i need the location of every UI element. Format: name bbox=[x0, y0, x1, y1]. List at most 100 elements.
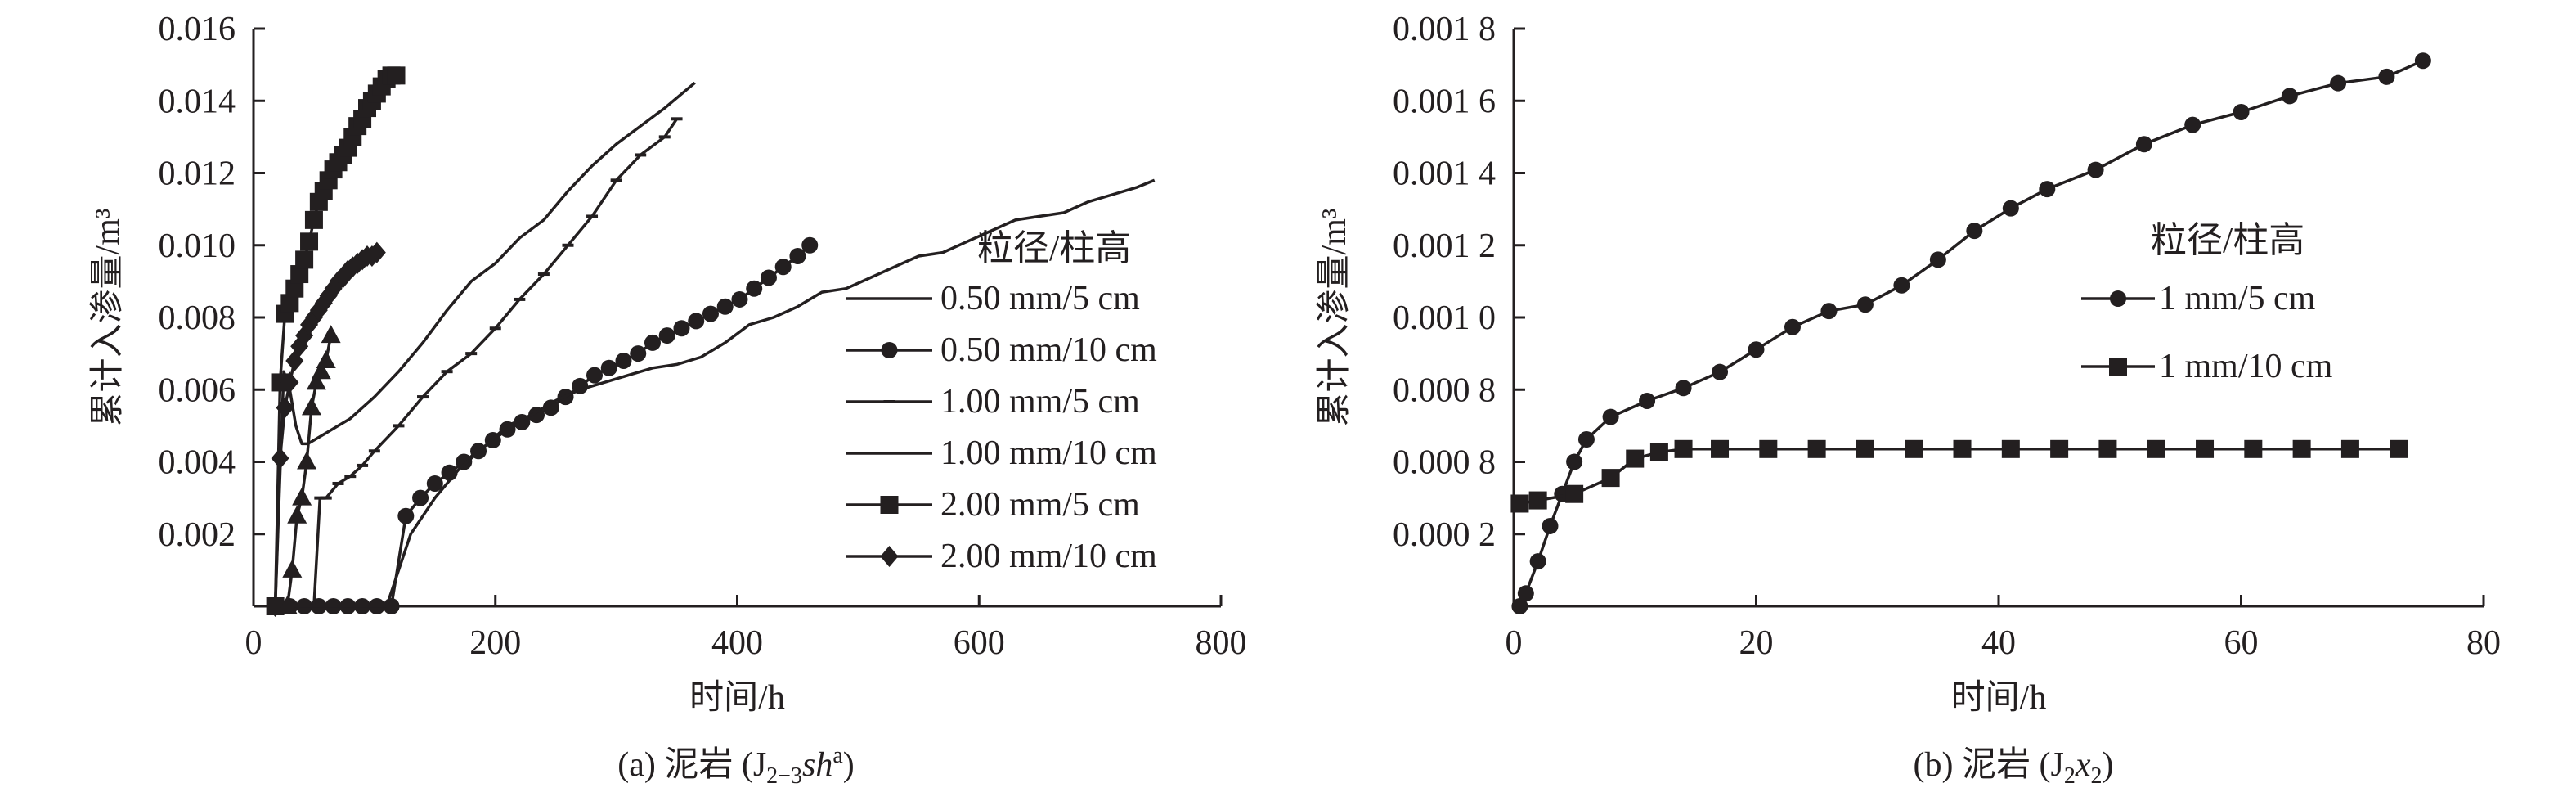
data-point bbox=[1529, 553, 1546, 570]
data-point bbox=[1639, 392, 1656, 409]
data-point bbox=[276, 397, 294, 419]
caption-part: ) bbox=[2102, 746, 2113, 784]
legend-title: 粒径/柱高 bbox=[977, 228, 1131, 268]
data-point bbox=[2233, 103, 2250, 120]
data-point bbox=[688, 313, 705, 330]
data-point bbox=[542, 399, 559, 416]
series-line bbox=[275, 178, 1156, 608]
x-tick-label: 40 bbox=[1981, 624, 2016, 662]
data-point bbox=[282, 559, 303, 578]
data-point bbox=[2098, 439, 2117, 458]
x-tick-label: 400 bbox=[711, 624, 763, 662]
caption-part: 2−3 bbox=[766, 763, 802, 789]
legend-item: 2.00 mm/10 cm bbox=[846, 538, 1157, 575]
y-axis-label: 累计入渗量/m³ bbox=[1316, 209, 1353, 427]
x-tick-label: 600 bbox=[954, 624, 1005, 662]
y-tick-label: 0.001 4 bbox=[1393, 155, 1496, 193]
data-point bbox=[1807, 439, 1826, 458]
series-0 bbox=[1511, 52, 2431, 614]
data-point bbox=[280, 371, 299, 394]
data-point bbox=[2244, 439, 2263, 458]
data-point bbox=[1626, 449, 1645, 468]
data-point bbox=[277, 596, 298, 614]
x-tick-label: 80 bbox=[2466, 624, 2501, 662]
data-point bbox=[1511, 598, 1528, 614]
y-tick-label: 0.006 bbox=[159, 371, 236, 409]
data-point bbox=[1675, 380, 1692, 397]
data-point bbox=[1856, 439, 1874, 458]
y-tick-label: 0.016 bbox=[159, 11, 236, 48]
data-point bbox=[1966, 223, 1983, 240]
data-point bbox=[2050, 439, 2069, 458]
data-point bbox=[1953, 439, 1972, 458]
data-point bbox=[2135, 136, 2152, 153]
data-point bbox=[615, 352, 632, 369]
data-point bbox=[2039, 181, 2056, 198]
data-point bbox=[1674, 439, 1693, 458]
data-point bbox=[1711, 439, 1730, 458]
chart-a: 0 200 400 600 800 0.002 0.004 0.006 0.008 0.010 0.… bbox=[89, 11, 1247, 789]
legend-item: 2.00 mm/5 cm bbox=[846, 486, 1140, 524]
y-tick-label: 0.004 bbox=[159, 444, 236, 482]
data-point bbox=[1712, 363, 1729, 380]
data-point bbox=[1649, 443, 1668, 461]
data-point bbox=[2292, 439, 2311, 458]
data-point bbox=[774, 259, 792, 276]
y-tick-label: 0.001 6 bbox=[1393, 83, 1496, 120]
data-point bbox=[2196, 439, 2215, 458]
data-point bbox=[297, 451, 317, 470]
data-point bbox=[367, 241, 386, 263]
chart-b: 0 20 40 60 80 0.000 2 0.000 8 0.000 8 0.001 0 0.0… bbox=[1316, 11, 2501, 789]
series-0 bbox=[273, 81, 696, 607]
data-point bbox=[702, 305, 719, 322]
x-tick-label: 200 bbox=[469, 624, 521, 662]
data-point bbox=[2281, 88, 2298, 105]
caption-part: (a) 泥岩 (J bbox=[617, 746, 766, 784]
data-point bbox=[2184, 116, 2201, 133]
legend-label: 2.00 mm/5 cm bbox=[940, 486, 1140, 524]
series-1 bbox=[267, 236, 819, 614]
series-line bbox=[275, 244, 811, 608]
y-tick-label: 0.002 bbox=[159, 516, 236, 554]
series-line bbox=[273, 81, 696, 607]
legend-marker bbox=[2109, 358, 2127, 376]
x-tick-label: 20 bbox=[1739, 624, 1774, 662]
legend: 粒径/柱高 1 mm/5 cm 1 mm/10 cm bbox=[2081, 220, 2333, 385]
legend-marker bbox=[2110, 290, 2126, 307]
data-point bbox=[658, 327, 675, 344]
legend-item: 0.50 mm/10 cm bbox=[846, 331, 1157, 369]
legend-label: 1 mm/10 cm bbox=[2159, 348, 2333, 385]
y-tick-label: 0.000 8 bbox=[1393, 371, 1496, 409]
data-point bbox=[2414, 52, 2431, 70]
data-point bbox=[1748, 341, 1765, 358]
data-point bbox=[2330, 74, 2347, 92]
caption-part: a bbox=[832, 743, 843, 768]
caption-part: (b) 泥岩 (J bbox=[1914, 746, 2064, 784]
data-point bbox=[316, 349, 336, 368]
y-tick-label: 0.008 bbox=[159, 299, 236, 337]
data-point bbox=[285, 279, 304, 298]
legend-marker bbox=[880, 546, 899, 567]
legend-item: 1.00 mm/5 cm bbox=[846, 383, 1140, 421]
caption-part: sh bbox=[802, 746, 832, 784]
data-point bbox=[271, 448, 289, 470]
series-1 bbox=[1510, 439, 2408, 513]
data-point bbox=[426, 475, 443, 492]
y-tick-label: 0.001 8 bbox=[1393, 11, 1496, 48]
data-point bbox=[2378, 68, 2395, 85]
legend-label: 0.50 mm/10 cm bbox=[940, 331, 1157, 369]
x-axis-label: 时间/h bbox=[689, 679, 785, 717]
legend: 粒径/柱高 0.50 mm/5 cm 0.50 mm/10 cm 1.00 mm/5 … bbox=[846, 228, 1157, 575]
legend-label: 2.00 mm/10 cm bbox=[940, 538, 1157, 575]
data-point bbox=[2340, 439, 2359, 458]
y-tick-label: 0.001 2 bbox=[1393, 227, 1496, 265]
data-point bbox=[1566, 453, 1583, 470]
figure-caption: (a) 泥岩 (J2−3sha) bbox=[617, 743, 855, 789]
data-point bbox=[789, 247, 806, 264]
x-tick-label: 0 bbox=[245, 624, 263, 662]
data-point bbox=[321, 325, 341, 344]
y-tick-label: 0.014 bbox=[159, 83, 236, 120]
y-tick-label: 0.012 bbox=[159, 155, 236, 193]
y-tick-label: 0.001 0 bbox=[1393, 299, 1496, 337]
